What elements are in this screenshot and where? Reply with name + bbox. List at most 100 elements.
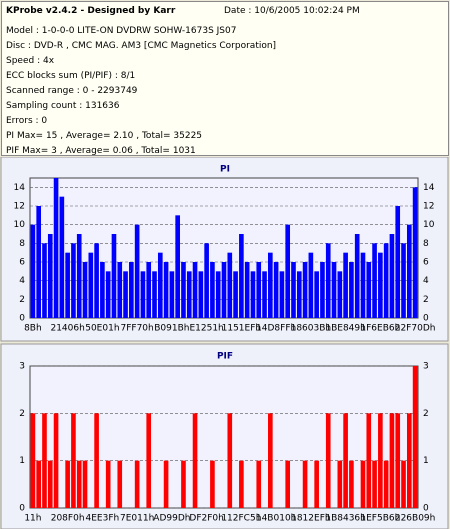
y-tick-label-right: 12 (423, 202, 434, 212)
bar (105, 460, 111, 508)
chart-title: PIF (217, 352, 233, 362)
y-tick-label: 14 (14, 183, 26, 193)
bar (256, 460, 262, 508)
bar (291, 262, 296, 318)
x-tick-label: 14B010h (256, 514, 297, 524)
y-tick-label: 1 (19, 456, 25, 466)
bar (42, 243, 47, 318)
bar (140, 271, 146, 318)
bar (210, 460, 215, 508)
info-line: Sampling count : 131636 (6, 101, 120, 111)
bar (372, 243, 377, 318)
bar (314, 460, 319, 508)
bar (244, 262, 250, 318)
bar (250, 271, 256, 318)
y-tick-label-right: 0 (423, 314, 429, 324)
y-tick-label-right: 4 (423, 276, 429, 286)
bar (117, 460, 123, 508)
bar (227, 413, 233, 508)
bar (395, 206, 401, 318)
bar (204, 243, 209, 318)
info-line: Scanned range : 0 - 2293749 (6, 86, 138, 96)
bar (337, 460, 343, 508)
x-tick-label: 21406h (50, 324, 84, 334)
bar (88, 252, 94, 318)
bar (389, 234, 395, 318)
y-tick-label-right: 10 (423, 220, 435, 230)
bar (401, 243, 406, 318)
x-tick-label: 8Bh (24, 324, 42, 334)
info-line: ECC blocks sum (PI/PIF) : 8/1 (6, 71, 136, 81)
x-tick-label: E1251h (189, 324, 223, 334)
plot-area (29, 365, 419, 509)
y-tick-label: 6 (19, 258, 25, 268)
bar (349, 262, 354, 318)
bar (412, 187, 418, 318)
bar (389, 413, 395, 508)
x-tick-label: 226B09h (395, 514, 436, 524)
bar (302, 262, 308, 318)
bar (53, 413, 59, 508)
bar (76, 234, 82, 318)
x-tick-label: 50E01h (85, 324, 119, 334)
bar (314, 271, 319, 318)
bar (36, 460, 42, 508)
y-tick-label: 3 (19, 362, 25, 372)
bar (47, 234, 53, 318)
info-line: Model : 1-0-0-0 LITE-ON DVDRW SOHW-1673S… (6, 26, 237, 36)
bar (163, 262, 169, 318)
y-tick-label: 0 (19, 504, 25, 514)
chart-title: PI (220, 165, 230, 175)
bar (331, 262, 337, 318)
bar (256, 262, 262, 318)
info-panel: KProbe v2.4.2 - Designed by Karr Date : … (1, 1, 449, 156)
bar (227, 252, 233, 318)
bar (383, 243, 389, 318)
bar (105, 271, 111, 318)
y-tick-label-right: 1 (423, 456, 429, 466)
bar (30, 413, 36, 508)
x-tick-label: 4EE3Fh (86, 514, 120, 524)
bar (354, 234, 360, 318)
bar (76, 460, 82, 508)
info-line: Speed : 4x (6, 56, 55, 66)
bar (378, 252, 383, 318)
bar (53, 178, 59, 318)
y-tick-label: 2 (19, 295, 25, 305)
bar (372, 460, 377, 508)
bar (337, 271, 343, 318)
bar (221, 262, 227, 318)
bar (59, 196, 65, 318)
bar (82, 460, 88, 508)
x-tick-label: 7FF70h (121, 324, 154, 334)
bar (186, 271, 192, 318)
bar (36, 206, 42, 318)
bar (366, 413, 372, 508)
bar (47, 460, 53, 508)
y-tick-label: 0 (19, 314, 25, 324)
bar (233, 271, 238, 318)
bar (175, 215, 180, 318)
bar (268, 413, 273, 508)
x-tick-label: DF2F0h (189, 514, 223, 524)
x-tick-label: 1B8436h (325, 514, 366, 524)
y-tick-label: 8 (19, 239, 25, 249)
x-tick-label: 1EF5B6h (360, 514, 400, 524)
bar (285, 224, 291, 318)
scan-date: Date : 10/6/2005 10:02:24 PM (224, 6, 360, 16)
info-line: Errors : 0 (6, 116, 48, 126)
x-tick-label: AD99Dh (153, 514, 190, 524)
y-tick-label-right: 2 (423, 409, 429, 419)
bar (42, 413, 47, 508)
bar (82, 262, 88, 318)
bar (163, 460, 169, 508)
info-line: Disc : DVD-R , CMC MAG. AM3 [CMC Magneti… (6, 41, 277, 51)
bar (360, 460, 366, 508)
bar (192, 262, 198, 318)
y-tick-label: 2 (19, 409, 25, 419)
x-tick-label: 14D8FFh (256, 324, 296, 334)
y-tick-label-right: 3 (423, 362, 429, 372)
bar (129, 262, 134, 318)
bar (366, 262, 372, 318)
